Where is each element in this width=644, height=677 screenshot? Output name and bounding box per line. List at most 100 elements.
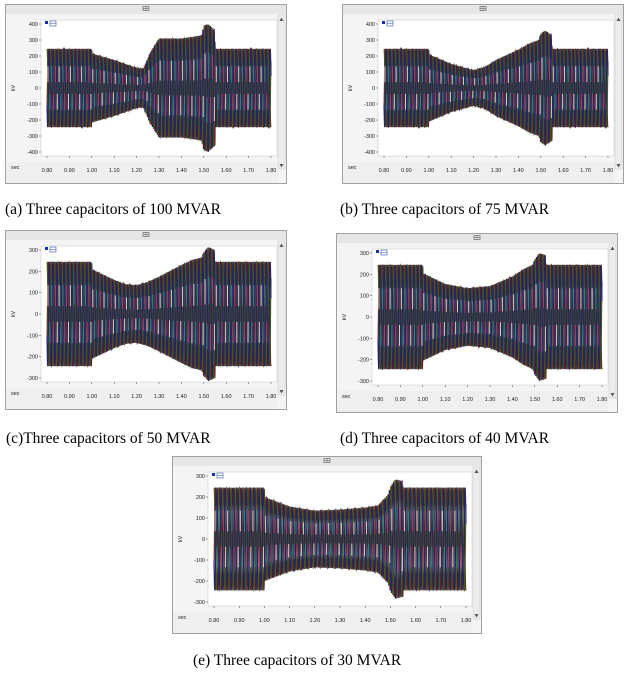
y-tick-label: 200 — [366, 54, 375, 60]
x-tick-label: 1.10 — [446, 168, 457, 174]
x-tick-label: 1.70 — [435, 618, 446, 624]
y-tick-label: 200 — [29, 54, 38, 60]
x-tick-label: 1.30 — [491, 168, 502, 174]
x-tick-label: 0.90 — [234, 618, 245, 624]
x-tick-label: 1.80 — [266, 394, 277, 400]
x-tick-label: 1.40 — [360, 618, 371, 624]
scroll-up-arrow-icon — [616, 17, 621, 21]
y-tick-label: 0 — [366, 315, 369, 321]
x-tick-label: 1.00 — [417, 397, 428, 403]
x-tick-label: 0.80 — [42, 168, 53, 174]
series-phase-c — [383, 31, 609, 146]
x-tick-label: 1.20 — [462, 397, 473, 403]
x-tick-label: 0.80 — [373, 397, 384, 403]
y-tick-label: -300 — [364, 134, 375, 140]
y-tick-label: -300 — [358, 379, 369, 385]
y-axis-label: kV — [178, 535, 184, 542]
x-tick-label: 1.50 — [198, 168, 209, 174]
scroll-down-arrow-icon — [279, 390, 284, 394]
legend-grid-icon — [382, 20, 394, 27]
legend-marker — [382, 21, 385, 24]
x-tick-label: 0.90 — [401, 168, 412, 174]
x-tick-label: 1.30 — [485, 397, 496, 403]
x-tick-label: 1.60 — [552, 397, 563, 403]
x-tick-label: 1.30 — [154, 394, 165, 400]
legend-grid-icon — [45, 20, 57, 27]
y-tick-label: 0 — [202, 537, 205, 543]
y-tick-label: 100 — [366, 70, 375, 76]
y-tick-label: 100 — [29, 291, 38, 297]
y-axis-label: kV — [11, 310, 17, 317]
caption-b: (b) Three capacitors of 75 MVAR — [340, 201, 550, 218]
table-grid-icon — [479, 6, 487, 11]
scroll-up-arrow-icon — [279, 243, 284, 247]
x-tick-label: 1.60 — [221, 394, 232, 400]
x-axis-label: sec — [11, 391, 20, 397]
y-tick-label: 100 — [29, 70, 38, 76]
chart-c-svg: 300 200 100 0 -100 -200 -300 0.80 0.90 1.00 1.10 1.… — [5, 230, 287, 410]
y-axis-label: kV — [11, 84, 17, 91]
scrollbar-d — [608, 243, 617, 399]
y-tick-label: -200 — [27, 355, 38, 361]
chart-b-svg: 400 300 200 100 0 -100 -200 -300 -400 0.80 0.90 1.0… — [342, 4, 624, 184]
x-tick-label: 1.20 — [309, 618, 320, 624]
x-tick-label: 1.30 — [335, 618, 346, 624]
axis-strip-c — [6, 388, 277, 409]
x-tick-label: 0.90 — [64, 394, 75, 400]
x-tick-label: 1.40 — [176, 168, 187, 174]
legend-marker — [212, 473, 215, 476]
x-tick-label: 1.40 — [176, 394, 187, 400]
caption-e: (e) Three capacitors of 30 MVAR — [193, 652, 402, 669]
x-tick-label: 0.90 — [395, 397, 406, 403]
axis-strip-e — [173, 612, 472, 633]
axis-strip-a — [6, 162, 277, 183]
x-tick-label: 1.40 — [507, 397, 518, 403]
legend-marker — [45, 247, 48, 250]
x-tick-label: 1.10 — [284, 618, 295, 624]
series-phase-c — [46, 24, 272, 152]
y-tick-label: 200 — [196, 495, 205, 501]
series-phase-c — [377, 253, 603, 382]
y-tick-label: 300 — [366, 38, 375, 44]
x-tick-label: 0.80 — [42, 394, 53, 400]
legend-grid-icon — [45, 246, 57, 253]
chart-e-svg: 300 200 100 0 -100 -200 -300 0.80 0.90 1.00 1.10 1.… — [172, 456, 482, 634]
legend-marker — [45, 21, 48, 24]
scroll-up-arrow-icon — [610, 246, 615, 250]
x-tick-label: 1.50 — [535, 168, 546, 174]
x-axis-label: sec — [342, 394, 351, 400]
x-tick-label: 1.80 — [603, 168, 614, 174]
x-tick-label: 1.70 — [243, 168, 254, 174]
x-tick-label: 1.60 — [558, 168, 569, 174]
y-tick-label: 0 — [372, 86, 375, 92]
x-tick-label: 1.50 — [385, 618, 396, 624]
y-tick-label: 100 — [196, 516, 205, 522]
y-tick-label: 400 — [29, 22, 38, 28]
x-axis-label: sec — [11, 165, 20, 171]
x-tick-label: 1.80 — [597, 397, 608, 403]
y-axis-label: kV — [342, 313, 348, 320]
caption-a: (a) Three capacitors of 100 MVAR — [5, 201, 221, 218]
y-tick-label: -400 — [364, 150, 375, 156]
x-tick-label: 1.00 — [86, 394, 97, 400]
x-tick-label: 1.10 — [109, 168, 120, 174]
y-tick-label: 300 — [29, 38, 38, 44]
legend-marker — [376, 250, 379, 253]
y-tick-label: -200 — [364, 118, 375, 124]
y-tick-label: 100 — [360, 294, 369, 300]
x-tick-label: 0.80 — [209, 618, 220, 624]
y-tick-label: 300 — [29, 248, 38, 254]
y-tick-label: -300 — [194, 600, 205, 606]
x-tick-label: 1.10 — [440, 397, 451, 403]
chart-panel-e: 300 200 100 0 -100 -200 -300 0.80 0.90 1.00 1.10 1.… — [172, 456, 482, 634]
x-axis-label: sec — [178, 615, 187, 621]
scrollbar-c — [277, 240, 286, 396]
y-tick-label: -100 — [27, 102, 38, 108]
chart-panel-d: 300 200 100 0 -100 -200 -300 0.80 0.90 1.00 1.10 1.… — [336, 233, 618, 413]
x-tick-label: 1.00 — [259, 618, 270, 624]
chart-a-svg: 400 300 200 100 0 -100 -200 -300 -400 0.80 0.90 1.0… — [5, 4, 287, 184]
y-tick-label: 0 — [35, 312, 38, 318]
x-tick-label: 1.20 — [468, 168, 479, 174]
axis-strip-d — [337, 391, 608, 412]
caption-d: (d) Three capacitors of 40 MVAR — [340, 430, 550, 447]
